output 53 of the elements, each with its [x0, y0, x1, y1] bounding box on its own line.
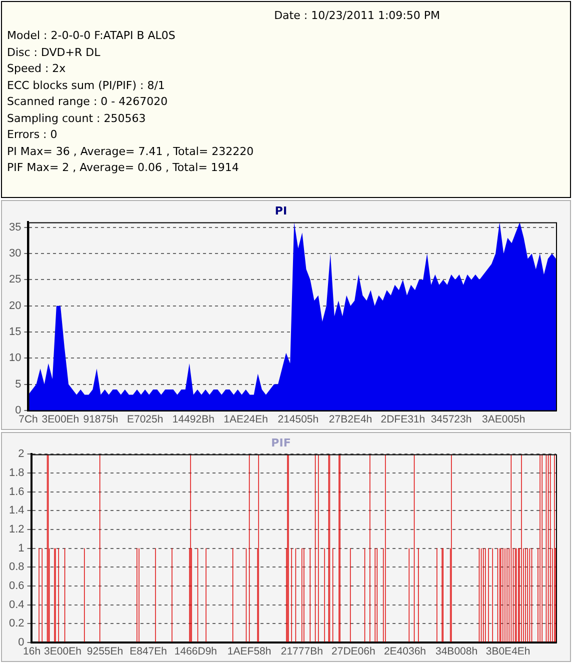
y-tick-label: 25	[8, 274, 22, 286]
text: Date : 10/23/2011 1:09:50 PM	[274, 8, 440, 24]
text: Sampling count : 250563	[7, 110, 147, 126]
text: PI Max= 36 , Average= 7.41 , Total= 232220	[7, 144, 255, 160]
text: Model : 2-0-0-0 F:ATAPI B AL0S	[7, 28, 176, 44]
x-tick-label: 3B0E4Eh	[486, 646, 530, 658]
x-tick-label: 21777Bh	[280, 646, 324, 658]
y-tick-label: 5	[15, 378, 22, 390]
x-tick-label: 1AE24Eh	[224, 414, 268, 426]
x-tick-label: 345723h	[430, 414, 472, 426]
y-tick-label: 0.6	[8, 580, 24, 592]
x-tick-label: 2DFE31h	[380, 414, 426, 426]
text: PIF Max= 2 , Average= 0.06 , Total= 1914	[7, 160, 240, 176]
x-tick-label: 27DE06h	[332, 646, 376, 658]
x-tick-label: 1AEF58h	[227, 646, 272, 658]
y-tick-label: 30	[8, 248, 22, 260]
y-tick-label: 0	[18, 636, 24, 648]
y-tick-label: 1.8	[8, 467, 24, 480]
text: Speed : 2x	[7, 61, 67, 77]
y-tick-label: 20	[8, 300, 22, 312]
x-tick-label: E847Eh	[130, 646, 168, 658]
x-tick-label: E7025h	[126, 414, 164, 426]
x-tick-label: 16h	[23, 646, 41, 658]
x-tick-label: 14492Bh	[172, 414, 215, 426]
y-tick-label: 1.6	[8, 486, 24, 498]
y-tick-label: 10	[8, 352, 22, 364]
y-tick-label: 0.8	[8, 561, 24, 574]
y-tick-label: 1.4	[8, 504, 24, 517]
y-tick-label: 0	[15, 404, 22, 416]
y-tick-label: 0.4	[8, 598, 24, 611]
x-tick-label: 91875h	[83, 414, 118, 426]
x-tick-label: 3E00Eh	[44, 646, 82, 658]
x-tick-label: 34B008h	[436, 646, 478, 658]
x-tick-label: 3AE005h	[482, 414, 526, 426]
x-tick-label: 2E4036h	[384, 646, 426, 658]
text: Disc : DVD+R DL	[7, 44, 102, 60]
chart-title: PI	[274, 204, 288, 218]
chart-title: PIF	[271, 436, 291, 450]
y-tick-label: 35	[8, 221, 22, 234]
x-tick-label: 9255Eh	[86, 646, 124, 658]
y-tick-label: 2	[18, 448, 24, 460]
y-tick-label: 15	[8, 326, 22, 338]
x-tick-label: 3E00Eh	[42, 414, 80, 426]
x-tick-label: 7Ch	[18, 414, 38, 426]
y-tick-label: 1.2	[8, 524, 24, 536]
x-tick-label: 27B2E4h	[328, 414, 372, 426]
x-tick-label: 1466D9h	[174, 646, 218, 658]
x-tick-label: 214505h	[278, 414, 319, 426]
y-tick-label: 1	[18, 542, 24, 554]
y-tick-label: 0.2	[8, 618, 24, 630]
text: ECC blocks sum (PI/PIF) : 8/1	[7, 78, 166, 94]
text: Scanned range : 0 - 4267020	[7, 94, 169, 110]
text: Errors : 0	[7, 127, 58, 143]
